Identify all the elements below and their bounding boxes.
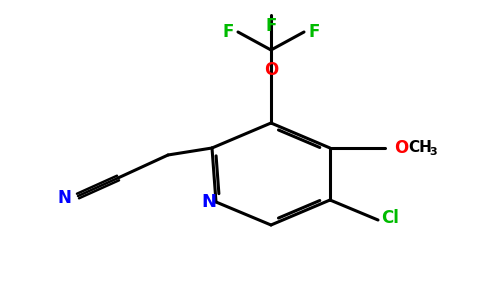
Text: N: N (57, 189, 71, 207)
Text: F: F (265, 17, 277, 35)
Text: 3: 3 (429, 147, 437, 157)
Text: Cl: Cl (381, 209, 399, 227)
Text: CH: CH (408, 140, 432, 155)
Text: O: O (264, 61, 278, 79)
Text: N: N (201, 193, 216, 211)
Text: F: F (223, 23, 234, 41)
Text: O: O (394, 139, 408, 157)
Text: F: F (308, 23, 319, 41)
